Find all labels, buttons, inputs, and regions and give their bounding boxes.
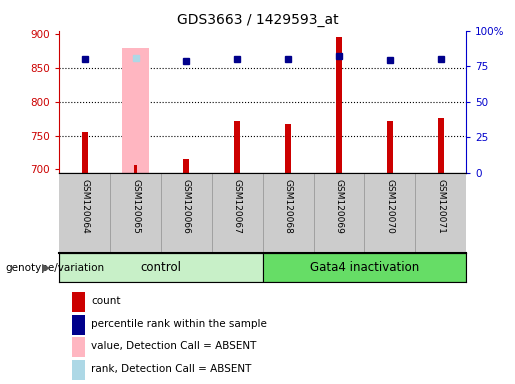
Text: genotype/variation: genotype/variation — [5, 263, 104, 273]
Bar — [81, 132, 88, 173]
Text: control: control — [141, 262, 181, 274]
Bar — [134, 166, 138, 173]
Text: GSM120066: GSM120066 — [182, 179, 191, 234]
Text: Gata4 inactivation: Gata4 inactivation — [310, 262, 419, 274]
Bar — [72, 292, 85, 312]
Bar — [59, 253, 263, 282]
Text: percentile rank within the sample: percentile rank within the sample — [91, 319, 267, 329]
Bar — [263, 253, 466, 282]
Bar — [285, 124, 291, 173]
Text: GSM120069: GSM120069 — [334, 179, 344, 234]
Text: GSM120068: GSM120068 — [284, 179, 293, 234]
Text: GSM120064: GSM120064 — [80, 179, 89, 234]
Bar — [72, 337, 85, 357]
Bar — [336, 38, 342, 173]
Bar — [72, 315, 85, 334]
Text: GSM120067: GSM120067 — [233, 179, 242, 234]
Text: ▶: ▶ — [42, 263, 50, 273]
Text: count: count — [91, 296, 121, 306]
Bar — [183, 159, 190, 173]
Text: rank, Detection Call = ABSENT: rank, Detection Call = ABSENT — [91, 364, 252, 374]
Bar — [438, 118, 444, 173]
Bar — [234, 121, 241, 173]
Text: GSM120065: GSM120065 — [131, 179, 140, 234]
Text: GSM120071: GSM120071 — [436, 179, 445, 234]
Bar — [387, 121, 393, 173]
Text: GDS3663 / 1429593_at: GDS3663 / 1429593_at — [177, 13, 338, 27]
Bar — [122, 48, 149, 173]
Bar — [72, 360, 85, 380]
Text: GSM120070: GSM120070 — [385, 179, 394, 234]
Text: value, Detection Call = ABSENT: value, Detection Call = ABSENT — [91, 341, 256, 351]
